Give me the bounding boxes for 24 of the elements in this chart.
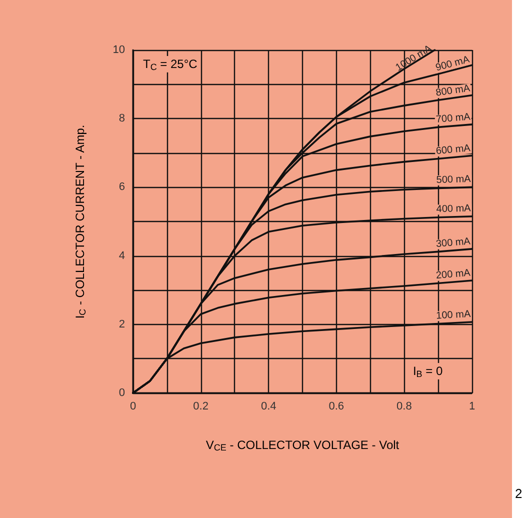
y-axis-title: IC - COLLECTOR CURRENT - Amp. [73, 124, 88, 319]
text: 1000 mA [394, 43, 434, 74]
text: 2 [515, 486, 522, 501]
text: 900 mA [434, 54, 471, 74]
y-tick-label: 2 [118, 318, 125, 330]
x-tick-label: 0 [130, 400, 136, 412]
x-tick-label: 0.6 [328, 400, 344, 412]
series-label: 200 mA [436, 268, 472, 282]
series-label: 400 mA [436, 203, 472, 216]
y-tick-label: 0 [118, 387, 125, 399]
series-label: 500 mA [436, 174, 472, 186]
x-tick-label: 0.8 [396, 400, 412, 412]
text: 800 mA [435, 83, 472, 99]
x-tick-label: 0.4 [260, 400, 276, 412]
text: 600 mA [435, 142, 472, 158]
series-label: 300 mA [436, 236, 472, 250]
series-label: 700 mA [436, 112, 472, 126]
y-tick-label: 4 [118, 250, 125, 262]
x-tick-label: 1 [468, 400, 476, 412]
y-tick-label: 6 [118, 181, 125, 194]
y-tick-label: 8 [118, 112, 125, 125]
x-tick-label: 0.2 [193, 400, 208, 412]
y-tick-label: 10 [112, 44, 125, 56]
series-label: 100 mA [436, 308, 472, 322]
